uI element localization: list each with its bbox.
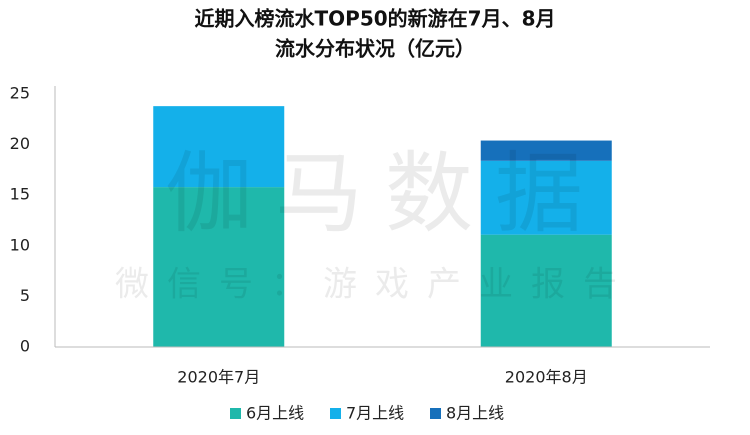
- bar-segment: [480, 140, 612, 161]
- legend-swatch: [230, 408, 241, 419]
- bar-segment: [480, 160, 612, 235]
- watermark: 微信号：游戏产业报告: [115, 265, 635, 305]
- legend-label: 8月上线: [446, 404, 504, 423]
- y-tick-label: 15: [10, 185, 30, 204]
- legend-label: 7月上线: [346, 404, 404, 423]
- legend-swatch: [430, 408, 441, 419]
- chart-title: 流水分布状况（亿元）: [275, 37, 475, 61]
- x-tick-label: 2020年8月: [505, 368, 588, 387]
- watermark: 伽马数据: [165, 142, 605, 245]
- y-tick-label: 25: [10, 84, 30, 103]
- y-tick-label: 5: [20, 286, 30, 305]
- y-tick-label: 10: [10, 235, 30, 254]
- x-tick-label: 2020年7月: [177, 368, 260, 387]
- y-tick-label: 20: [10, 134, 30, 153]
- bar-segment: [480, 234, 612, 347]
- y-tick-label: 0: [20, 337, 30, 356]
- chart-title: 近期入榜流水TOP50的新游在7月、8月: [195, 7, 556, 31]
- legend-label: 6月上线: [246, 404, 304, 423]
- bar-segment: [153, 106, 285, 188]
- bar-segment: [153, 187, 285, 347]
- legend-swatch: [330, 408, 341, 419]
